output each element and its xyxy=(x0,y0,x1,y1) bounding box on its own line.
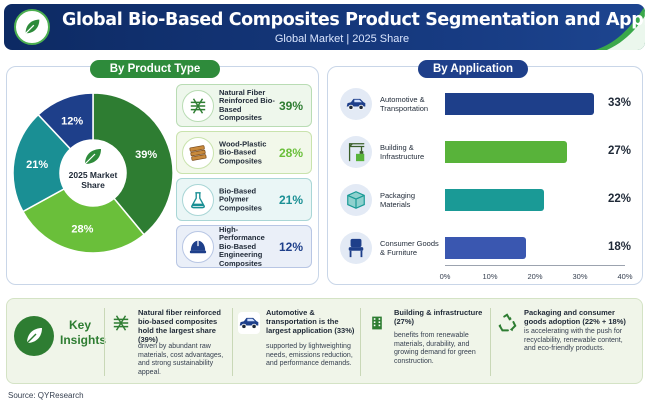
flask-icon xyxy=(182,184,214,216)
axis-tick-label: 40% xyxy=(617,272,633,281)
application-bar xyxy=(445,189,544,211)
product-card-label: High-Performance Bio-Based Engineering C… xyxy=(219,224,265,268)
crane-icon xyxy=(340,136,372,168)
insight-heading: Automotive & transportation is the large… xyxy=(266,308,355,335)
car-icon xyxy=(340,88,372,120)
product-type-heading: By Product Type xyxy=(90,60,220,78)
application-label: Automotive & Transportation xyxy=(380,95,429,113)
insight-heading: Building & infrastructure (27%) xyxy=(394,308,483,326)
insight-body: supported by lightweighting needs, emiss… xyxy=(266,343,353,367)
application-bar xyxy=(445,93,594,115)
header-swoosh-decoration xyxy=(595,6,645,50)
key-insights-panel xyxy=(6,298,643,384)
insight-divider xyxy=(360,308,361,376)
product-card: Wood-Plastic Bio-Based Composites 28% xyxy=(176,131,312,174)
donut-leaf-icon xyxy=(84,149,101,165)
insight-divider xyxy=(232,308,233,376)
axis-tick-label: 10% xyxy=(482,272,498,281)
leaf-logo-icon xyxy=(14,9,50,45)
page-subtitle: Global Market | 2025 Share xyxy=(274,33,410,45)
application-label: Packaging Materials xyxy=(380,191,416,209)
fiber-weave-icon xyxy=(182,90,214,122)
product-card-percent: 21% xyxy=(278,192,303,207)
key-insights-label: Key Insights xyxy=(60,318,107,347)
insight-body: driven by abundant raw materials, cost a… xyxy=(138,343,224,376)
source-note: Source: QYResearch xyxy=(8,391,84,400)
application-percent: 33% xyxy=(608,97,632,109)
wood-plank-icon xyxy=(182,137,214,169)
product-card: Natural Fiber Reinforced Bio-Based Compo… xyxy=(176,84,312,127)
application-percent: 27% xyxy=(608,145,632,157)
application-percent: 22% xyxy=(608,193,632,205)
application-bar xyxy=(445,141,567,163)
product-card-percent: 39% xyxy=(278,98,303,113)
insight-divider xyxy=(490,308,491,376)
application-percent: 18% xyxy=(608,241,632,253)
donut-slice-label: 28% xyxy=(71,223,93,235)
product-card-percent: 12% xyxy=(278,239,303,254)
fiber-weave-icon xyxy=(110,312,132,334)
bar-axis-line xyxy=(445,265,625,266)
donut-center-label-line2: Share xyxy=(81,180,105,190)
donut-center-label-line1: 2025 Market xyxy=(69,170,118,180)
insight-heading: Natural fiber reinforced bio-based compo… xyxy=(138,308,221,344)
insight-body: benefits from renewable materials, durab… xyxy=(394,332,476,365)
axis-tick-label: 20% xyxy=(527,272,543,281)
header-banner: Global Bio-Based Composites Product Segm… xyxy=(4,4,645,50)
product-card: Bio-Based Polymer Composites 21% xyxy=(176,178,312,221)
insight-body: is accelerating with the push for recycl… xyxy=(524,328,623,352)
donut-center xyxy=(60,140,126,206)
page-title: Global Bio-Based Composites Product Segm… xyxy=(62,10,645,30)
product-card-percent: 28% xyxy=(278,145,303,160)
insight-heading: Packaging and consumer goods adoption (2… xyxy=(524,308,626,326)
insight-divider xyxy=(104,308,105,376)
product-card-label: Wood-Plastic Bio-Based Composites xyxy=(219,138,267,165)
car-icon xyxy=(238,312,260,334)
donut-slice-label: 39% xyxy=(135,149,157,161)
product-card-label: Natural Fiber Reinforced Bio-Based Compo… xyxy=(219,87,275,122)
axis-tick-label: 0% xyxy=(439,272,451,281)
application-label: Building & Infrastructure xyxy=(380,143,425,161)
building-icon xyxy=(366,312,388,334)
product-card: High-Performance Bio-Based Engineering C… xyxy=(176,225,312,268)
donut-slice-label: 12% xyxy=(61,115,83,127)
helmet-icon xyxy=(182,231,214,263)
application-heading: By Application xyxy=(418,60,528,78)
chair-icon xyxy=(340,232,372,264)
recycle-icon xyxy=(496,312,518,334)
application-bar xyxy=(445,237,526,259)
product-donut-chart: 39% 28% 21% 12% 2025 Market Share xyxy=(12,92,174,254)
product-card-label: Bio-Based Polymer Composites xyxy=(219,185,262,212)
insight-leaf-icon xyxy=(14,316,54,356)
box-icon xyxy=(340,184,372,216)
application-label: Consumer Goods & Furniture xyxy=(380,239,439,257)
donut-slice-label: 21% xyxy=(26,159,48,171)
axis-tick-label: 30% xyxy=(572,272,588,281)
